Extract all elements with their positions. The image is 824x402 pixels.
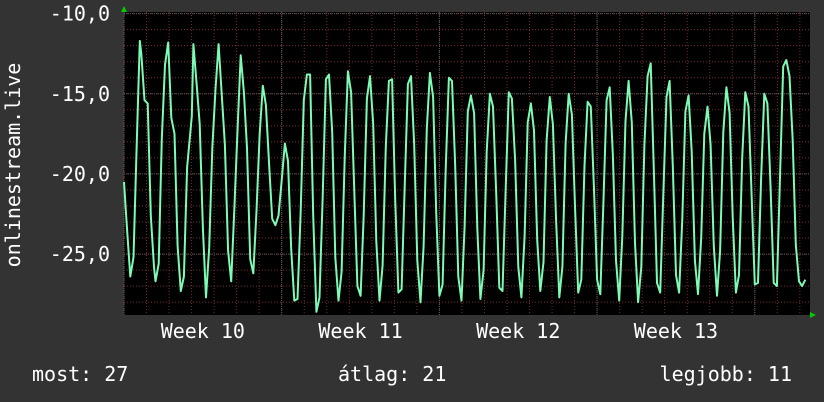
x-tick-label: Week 10 (161, 319, 245, 343)
x-axis-arrow-icon (810, 312, 816, 318)
x-tick-label: Week 11 (318, 319, 402, 343)
stat-current: most: 27 (32, 362, 129, 386)
y-axis-arrow-icon (121, 6, 127, 12)
stat-average: átlag: 21 (338, 362, 447, 386)
x-tick-label: Week 13 (634, 319, 718, 343)
series-line (123, 39, 807, 313)
stat-best: legjobb: 11 (659, 362, 792, 386)
y-tick-label: -20,0 (50, 162, 110, 186)
x-axis-ticks: Week 10 Week 11 Week 12 Week 13 (161, 319, 718, 343)
x-tick-label: Week 12 (476, 319, 560, 343)
y-axis-ticks: -10,0 -15,0 -20,0 -25,0 (50, 2, 110, 266)
y-tick-label: -15,0 (50, 82, 110, 106)
y-axis-label: onlinestream.live (1, 63, 25, 268)
y-tick-label: -10,0 (50, 2, 110, 26)
y-tick-label: -25,0 (50, 242, 110, 266)
